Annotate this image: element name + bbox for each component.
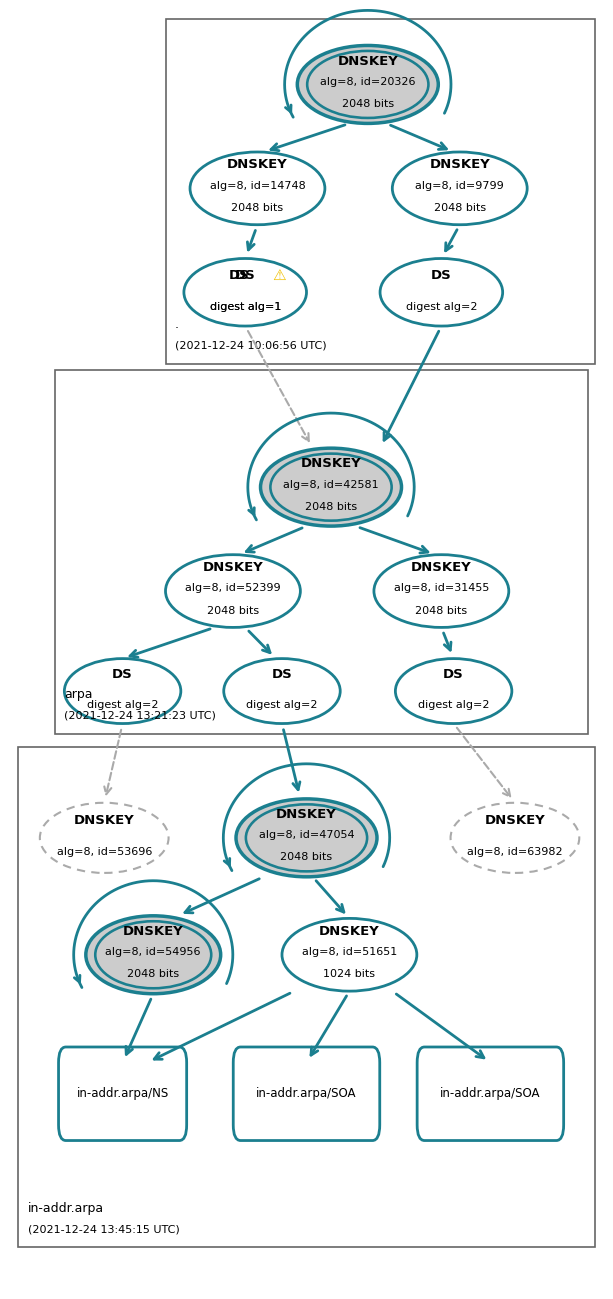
Text: DS: DS xyxy=(431,269,452,282)
Text: digest alg=2: digest alg=2 xyxy=(87,700,158,711)
Text: alg=8, id=54956: alg=8, id=54956 xyxy=(105,947,201,957)
Ellipse shape xyxy=(64,659,181,724)
Text: 2048 bits: 2048 bits xyxy=(415,605,468,616)
Text: .: . xyxy=(175,318,179,331)
Text: in-addr.arpa/NS: in-addr.arpa/NS xyxy=(77,1087,169,1100)
Text: DNSKEY: DNSKEY xyxy=(276,808,337,821)
Text: alg=8, id=47054: alg=8, id=47054 xyxy=(259,830,354,840)
Bar xyxy=(166,19,595,364)
Text: DS: DS xyxy=(229,269,249,282)
Ellipse shape xyxy=(86,916,221,994)
Text: alg=8, id=31455: alg=8, id=31455 xyxy=(394,583,489,594)
Text: DS: DS xyxy=(272,668,292,681)
Text: digest alg=2: digest alg=2 xyxy=(406,301,477,312)
Text: 2048 bits: 2048 bits xyxy=(207,605,259,616)
Text: 2048 bits: 2048 bits xyxy=(127,969,180,979)
Text: alg=8, id=9799: alg=8, id=9799 xyxy=(416,181,504,191)
Text: alg=8, id=63982: alg=8, id=63982 xyxy=(467,847,563,857)
FancyBboxPatch shape xyxy=(233,1047,379,1141)
Text: DNSKEY: DNSKEY xyxy=(411,561,472,574)
Text: digest alg=2: digest alg=2 xyxy=(246,700,318,711)
Ellipse shape xyxy=(380,259,503,326)
Ellipse shape xyxy=(224,659,340,724)
Text: alg=8, id=42581: alg=8, id=42581 xyxy=(283,479,379,490)
Text: 2048 bits: 2048 bits xyxy=(341,99,394,109)
Ellipse shape xyxy=(261,448,402,526)
Text: 2048 bits: 2048 bits xyxy=(280,852,333,863)
Text: (2021-12-24 13:45:15 UTC): (2021-12-24 13:45:15 UTC) xyxy=(28,1224,180,1234)
Text: digest alg=2: digest alg=2 xyxy=(418,700,489,711)
Text: in-addr.arpa: in-addr.arpa xyxy=(28,1202,104,1215)
Text: 2048 bits: 2048 bits xyxy=(305,501,357,512)
Ellipse shape xyxy=(236,799,377,877)
Text: digest alg=1: digest alg=1 xyxy=(210,301,281,312)
Text: DNSKEY: DNSKEY xyxy=(337,55,398,68)
Ellipse shape xyxy=(184,259,306,326)
Text: alg=8, id=20326: alg=8, id=20326 xyxy=(320,77,416,87)
Text: alg=8, id=51651: alg=8, id=51651 xyxy=(302,947,397,957)
Text: digest alg=1: digest alg=1 xyxy=(210,301,281,312)
Text: ⚠: ⚠ xyxy=(272,268,286,283)
Text: in-addr.arpa/SOA: in-addr.arpa/SOA xyxy=(440,1087,541,1100)
Ellipse shape xyxy=(374,555,509,627)
Bar xyxy=(18,747,595,1247)
Text: DS: DS xyxy=(235,269,256,282)
Text: DNSKEY: DNSKEY xyxy=(429,158,490,171)
Text: DNSKEY: DNSKEY xyxy=(484,814,546,827)
Text: 2048 bits: 2048 bits xyxy=(433,203,486,213)
Ellipse shape xyxy=(297,45,438,123)
Text: DNSKEY: DNSKEY xyxy=(74,814,135,827)
Text: DNSKEY: DNSKEY xyxy=(202,561,264,574)
Ellipse shape xyxy=(395,659,512,724)
Text: alg=8, id=14748: alg=8, id=14748 xyxy=(210,181,305,191)
Text: DNSKEY: DNSKEY xyxy=(227,158,288,171)
Text: (2021-12-24 13:21:23 UTC): (2021-12-24 13:21:23 UTC) xyxy=(64,711,216,721)
Text: 2048 bits: 2048 bits xyxy=(231,203,284,213)
Ellipse shape xyxy=(451,803,579,873)
Text: arpa: arpa xyxy=(64,688,93,701)
Ellipse shape xyxy=(166,555,300,627)
Ellipse shape xyxy=(190,152,325,225)
Text: DS: DS xyxy=(112,668,133,681)
FancyBboxPatch shape xyxy=(59,1047,186,1141)
Text: 1024 bits: 1024 bits xyxy=(324,969,375,979)
Ellipse shape xyxy=(392,152,527,225)
Text: (2021-12-24 10:06:56 UTC): (2021-12-24 10:06:56 UTC) xyxy=(175,340,326,351)
Ellipse shape xyxy=(282,918,417,991)
Bar xyxy=(55,370,588,734)
Text: DNSKEY: DNSKEY xyxy=(123,925,184,938)
Text: DNSKEY: DNSKEY xyxy=(300,457,362,470)
Text: DNSKEY: DNSKEY xyxy=(319,925,380,938)
Text: in-addr.arpa/SOA: in-addr.arpa/SOA xyxy=(256,1087,357,1100)
Ellipse shape xyxy=(40,803,169,873)
Text: alg=8, id=52399: alg=8, id=52399 xyxy=(185,583,281,594)
Text: DS: DS xyxy=(443,668,464,681)
Text: alg=8, id=53696: alg=8, id=53696 xyxy=(56,847,152,857)
FancyBboxPatch shape xyxy=(417,1047,563,1141)
